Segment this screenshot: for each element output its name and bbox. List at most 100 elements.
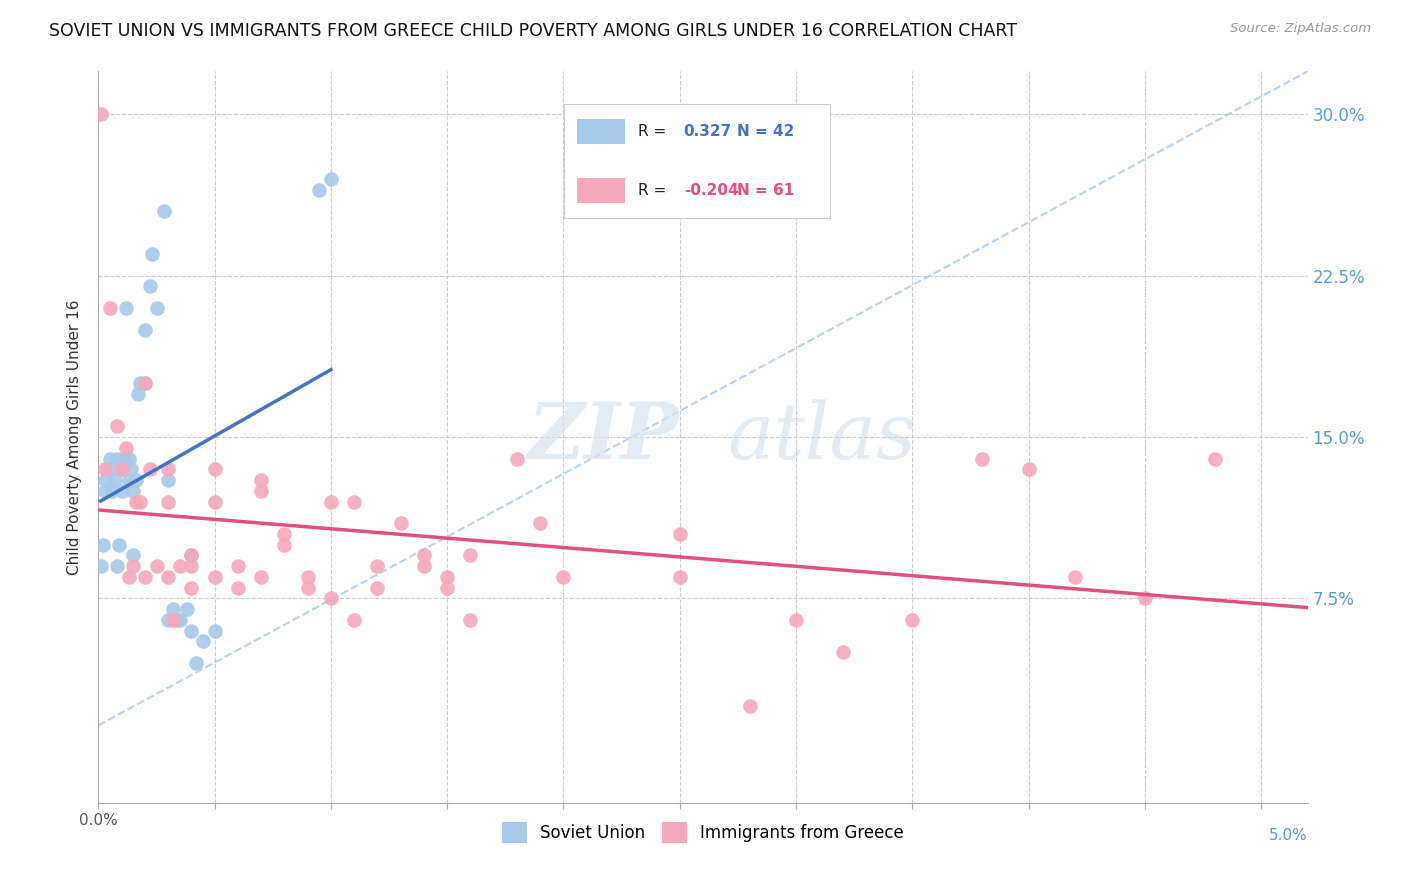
Point <box>108 538 131 552</box>
Point <box>506 451 529 466</box>
Point <box>90 107 112 121</box>
Point <box>124 473 146 487</box>
Text: 5.0%: 5.0% <box>1268 828 1308 843</box>
Point <box>180 581 202 595</box>
Point <box>204 494 226 508</box>
Point <box>94 473 117 487</box>
Point <box>98 301 121 315</box>
Point <box>308 183 330 197</box>
Legend: Soviet Union, Immigrants from Greece: Soviet Union, Immigrants from Greece <box>495 815 911 849</box>
Point <box>141 247 163 261</box>
Point <box>118 451 141 466</box>
Point <box>104 473 127 487</box>
Point <box>118 570 141 584</box>
Point <box>204 624 226 638</box>
Text: atlas: atlas <box>727 399 915 475</box>
Point <box>91 538 114 552</box>
Point <box>115 301 138 315</box>
Point <box>1018 462 1040 476</box>
Point <box>343 494 366 508</box>
Point <box>529 516 551 530</box>
Point <box>98 462 121 476</box>
Point <box>273 527 295 541</box>
Point <box>970 451 993 466</box>
Point <box>134 376 156 391</box>
Point <box>166 613 188 627</box>
Point <box>250 483 273 498</box>
Point <box>1064 570 1087 584</box>
Point <box>134 570 156 584</box>
Point <box>157 494 180 508</box>
Point <box>436 570 458 584</box>
Point <box>366 559 388 574</box>
Point <box>90 559 112 574</box>
Point <box>138 279 160 293</box>
Point <box>105 451 128 466</box>
Point <box>204 462 226 476</box>
Point <box>226 581 249 595</box>
Point <box>180 559 202 574</box>
Point <box>122 559 145 574</box>
Point <box>111 483 134 498</box>
Point <box>105 559 128 574</box>
Point <box>169 559 191 574</box>
Point <box>127 387 149 401</box>
Point <box>134 376 156 391</box>
Point <box>250 473 273 487</box>
Point <box>118 473 141 487</box>
Point <box>250 570 273 584</box>
Point <box>157 613 180 627</box>
Point <box>668 527 690 541</box>
Point <box>157 570 180 584</box>
Point <box>319 494 342 508</box>
Point <box>668 570 690 584</box>
Point <box>101 483 124 498</box>
Point <box>1204 451 1226 466</box>
Point <box>176 602 198 616</box>
Point <box>297 581 319 595</box>
Point <box>129 376 152 391</box>
Point <box>122 483 145 498</box>
Y-axis label: Child Poverty Among Girls Under 16: Child Poverty Among Girls Under 16 <box>67 300 83 574</box>
Point <box>134 322 156 336</box>
Point <box>901 613 924 627</box>
Point <box>145 301 167 315</box>
Point <box>460 549 482 563</box>
Point <box>122 549 145 563</box>
Point <box>1133 591 1156 606</box>
Point <box>162 602 184 616</box>
Point <box>343 613 366 627</box>
Point <box>162 613 184 627</box>
Point <box>105 419 128 434</box>
Point <box>436 581 458 595</box>
Text: SOVIET UNION VS IMMIGRANTS FROM GREECE CHILD POVERTY AMONG GIRLS UNDER 16 CORREL: SOVIET UNION VS IMMIGRANTS FROM GREECE C… <box>49 22 1017 40</box>
Point <box>152 204 174 219</box>
Point <box>115 441 138 455</box>
Point <box>226 559 249 574</box>
Point <box>138 462 160 476</box>
Text: Source: ZipAtlas.com: Source: ZipAtlas.com <box>1230 22 1371 36</box>
Point <box>120 462 142 476</box>
Point <box>111 462 134 476</box>
Point <box>180 624 202 638</box>
Point <box>184 656 207 670</box>
Point <box>124 494 146 508</box>
Point <box>738 698 761 713</box>
Point <box>460 613 482 627</box>
Point <box>319 591 342 606</box>
Point <box>413 559 436 574</box>
Point <box>111 462 134 476</box>
Point <box>145 559 167 574</box>
Point <box>204 570 226 584</box>
Point <box>112 451 135 466</box>
Point <box>180 549 202 563</box>
Point <box>389 516 412 530</box>
Point <box>157 462 180 476</box>
Point <box>785 613 807 627</box>
Point <box>129 494 152 508</box>
Point <box>319 172 342 186</box>
Point <box>94 483 117 498</box>
Point <box>191 634 214 648</box>
Text: ZIP: ZIP <box>527 399 679 475</box>
Point <box>553 570 575 584</box>
